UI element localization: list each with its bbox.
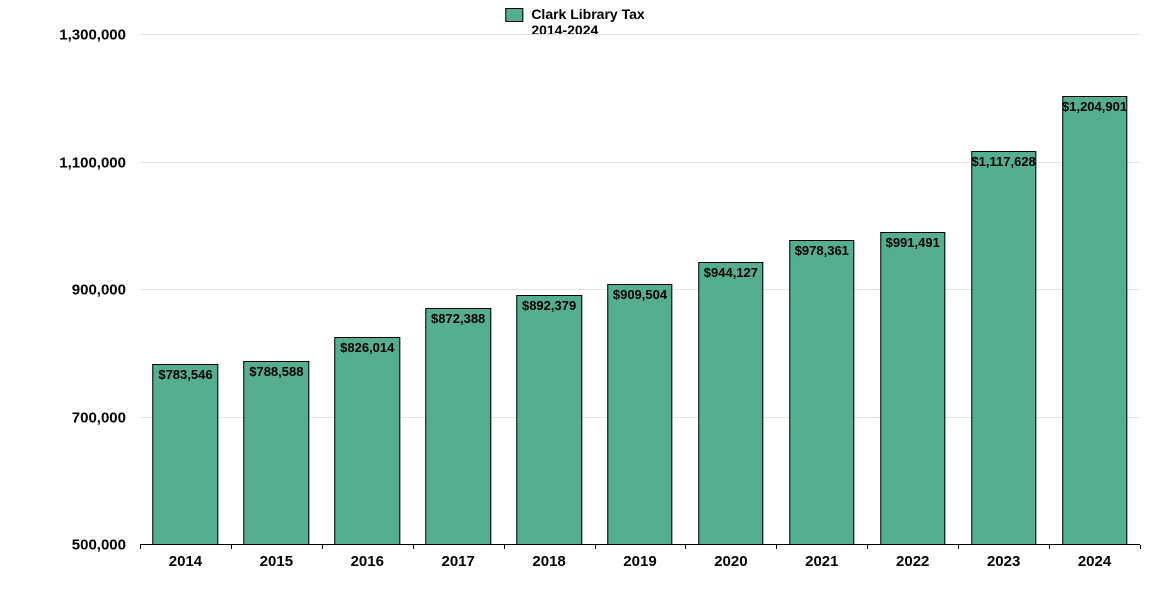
category-slot: $826,0142016 — [322, 35, 413, 545]
x-category-label: 2019 — [623, 545, 656, 570]
x-tick — [1049, 545, 1050, 549]
bar-value-label: $1,204,901 — [1062, 99, 1127, 114]
bar — [789, 240, 854, 545]
bar-value-label: $788,588 — [249, 364, 303, 379]
legend-line-1: Clark Library Tax — [531, 6, 644, 22]
bar — [880, 232, 945, 545]
plot-area: 500,000700,000900,0001,100,0001,300,000$… — [140, 35, 1140, 545]
bar — [153, 364, 218, 545]
y-tick-label: 1,100,000 — [59, 154, 140, 171]
bar-value-label: $1,117,628 — [971, 154, 1035, 169]
y-tick-label: 900,000 — [72, 282, 140, 299]
bar-value-label: $783,546 — [158, 367, 212, 382]
x-tick — [958, 545, 959, 549]
bar-value-label: $978,361 — [795, 243, 849, 258]
bar — [425, 308, 490, 545]
x-category-label: 2018 — [532, 545, 565, 570]
category-slot: $788,5882015 — [231, 35, 322, 545]
x-category-label: 2024 — [1078, 545, 1111, 570]
x-category-label: 2020 — [714, 545, 747, 570]
legend-swatch — [505, 8, 523, 22]
bar-value-label: $872,388 — [431, 311, 485, 326]
x-tick — [504, 545, 505, 549]
y-tick-label: 500,000 — [72, 537, 140, 554]
x-tick — [685, 545, 686, 549]
bar — [516, 295, 581, 545]
x-tick — [322, 545, 323, 549]
bar-value-label: $892,379 — [522, 298, 576, 313]
category-slot: $944,1272020 — [685, 35, 776, 545]
x-category-label: 2015 — [260, 545, 293, 570]
x-category-label: 2014 — [169, 545, 202, 570]
bar-value-label: $826,014 — [340, 340, 394, 355]
x-tick — [140, 545, 141, 549]
category-slot: $783,5462014 — [140, 35, 231, 545]
category-slot: $892,3792018 — [504, 35, 595, 545]
category-slot: $991,4912022 — [867, 35, 958, 545]
bar — [244, 361, 309, 545]
x-tick — [776, 545, 777, 549]
bar-value-label: $909,504 — [613, 287, 667, 302]
x-category-label: 2021 — [805, 545, 838, 570]
bar — [335, 337, 400, 545]
bar — [607, 284, 672, 545]
category-slot: $1,204,9012024 — [1049, 35, 1140, 545]
category-slot: $978,3612021 — [776, 35, 867, 545]
y-tick-label: 700,000 — [72, 409, 140, 426]
library-tax-chart: Clark Library Tax 2014-2024 500,000700,0… — [0, 0, 1150, 600]
bar — [698, 262, 763, 545]
x-tick — [595, 545, 596, 549]
category-slot: $872,3882017 — [413, 35, 504, 545]
x-tick — [413, 545, 414, 549]
category-slot: $1,117,6282023 — [958, 35, 1049, 545]
x-tick — [231, 545, 232, 549]
bar — [1062, 96, 1127, 545]
bar-value-label: $944,127 — [704, 265, 758, 280]
bar — [971, 151, 1036, 545]
x-category-label: 2017 — [441, 545, 474, 570]
x-tick — [1140, 545, 1141, 549]
x-tick — [867, 545, 868, 549]
x-category-label: 2022 — [896, 545, 929, 570]
x-category-label: 2016 — [351, 545, 384, 570]
x-category-label: 2023 — [987, 545, 1020, 570]
bar-value-label: $991,491 — [886, 235, 940, 250]
y-tick-label: 1,300,000 — [59, 27, 140, 44]
category-slot: $909,5042019 — [595, 35, 686, 545]
